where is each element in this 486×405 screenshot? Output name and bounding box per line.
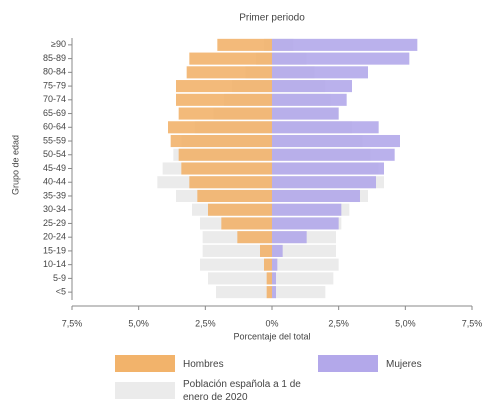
y-tick-label: 45-49 [43,163,66,173]
bar [189,176,272,189]
y-tick-label: 10-14 [43,259,66,269]
legend-swatch [318,355,378,372]
x-tick-label: 7,5% [462,318,483,328]
y-tick-label: 80-84 [43,67,66,77]
reference-bar [208,272,272,285]
bar [176,93,272,106]
bar [272,203,342,216]
reference-bar [202,244,272,257]
bar [272,272,276,285]
y-tick-label: 40-44 [43,177,66,187]
bar [178,148,272,161]
y-axis-label: Grupo de edad [10,135,20,195]
reference-bar [200,258,272,271]
legend-label: Hombres [183,359,224,370]
bar [272,244,283,257]
bar [186,66,272,79]
x-axis-label: Porcentaje del total [233,331,310,341]
bar [170,134,272,148]
bar [189,52,272,65]
bar [272,66,368,79]
y-tick-label: 65-69 [43,108,66,118]
legend-label: Mujeres [386,359,422,370]
chart-title: Primer periodo [239,13,305,24]
x-tick-label: 2,5% [328,318,349,328]
reference-bar [272,244,336,257]
plot: Primer periodo Porcentaje del total Grup… [10,13,483,342]
y-tick-label: ≥90 [51,39,66,49]
bar [272,231,307,244]
reference-bar [272,272,334,285]
reference-bar [216,286,272,299]
bar [181,162,272,175]
y-tick-label: 15-19 [43,245,66,255]
y-tick-label: 75-79 [43,80,66,90]
y-tick-label: 30-34 [43,204,66,214]
bar [272,38,418,51]
y-tick-label: 20-24 [43,232,66,242]
y-tick-label: 35-39 [43,190,66,200]
bar [272,107,339,120]
bar [272,121,379,134]
bar [208,203,272,216]
bar [266,272,272,285]
bar [272,93,347,106]
legend-swatch [115,355,175,372]
bar [272,258,278,271]
x-tick-label: 5,0% [128,318,149,328]
bar [272,176,376,189]
bar [272,286,276,299]
legend-swatch [115,382,175,399]
bar [217,38,272,51]
y-tick-label: 5-9 [53,273,66,283]
x-tick-label: 0% [265,318,278,328]
x-tick-label: 5,0% [395,318,416,328]
y-tick-label: <5 [56,287,66,297]
bar [260,244,272,257]
y-tick-label: 60-64 [43,122,66,132]
y-tick-label: 70-74 [43,94,66,104]
legend-label: Población española a 1 de enero de 2020 [183,379,301,403]
bar [272,52,410,65]
y-tick-label: 50-54 [43,149,66,159]
x-tick-label: 7,5% [62,318,83,328]
bar [272,217,339,230]
x-tick-label: 2,5% [195,318,216,328]
bar [272,134,400,148]
bar [178,107,272,120]
bar [264,258,272,271]
y-tick-label: 25-29 [43,218,66,228]
y-tick-label: 85-89 [43,53,66,63]
bar [168,121,272,134]
reference-bar [272,286,326,299]
bar [272,189,360,203]
bar [221,217,272,230]
reference-bar [272,258,339,271]
bar [272,80,352,93]
bar [266,286,272,299]
bar [237,231,272,244]
y-tick-label: 55-59 [43,135,66,145]
bar [272,162,384,175]
bar [197,189,272,203]
bar [272,148,395,161]
bar [176,80,272,93]
